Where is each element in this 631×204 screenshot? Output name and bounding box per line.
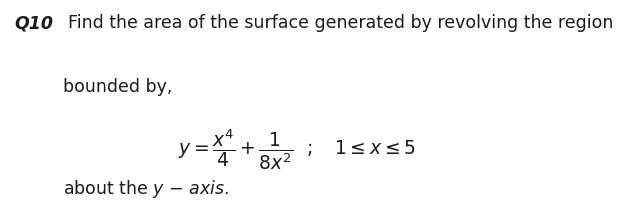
Text: $y = \dfrac{x^4}{4} + \dfrac{1}{8x^2}\ \ ; \quad 1 \leq x \leq 5$: $y = \dfrac{x^4}{4} + \dfrac{1}{8x^2}\ \… <box>178 126 415 171</box>
Text: Find the area of the surface generated by revolving the region: Find the area of the surface generated b… <box>68 14 613 32</box>
Text: Q10: Q10 <box>14 14 53 32</box>
Text: bounded by,: bounded by, <box>63 78 172 95</box>
Text: about the $y$ $-$ $axis$.: about the $y$ $-$ $axis$. <box>63 177 229 199</box>
